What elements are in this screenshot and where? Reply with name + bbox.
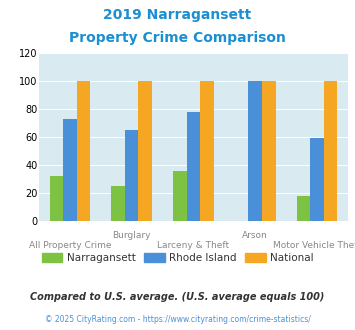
Bar (262, 81, 275, 221)
Text: All Property Crime: All Property Crime (29, 241, 111, 250)
Text: Motor Vehicle Theft: Motor Vehicle Theft (273, 241, 355, 250)
Bar (125, 130, 138, 221)
Text: Larceny & Theft: Larceny & Theft (157, 241, 230, 250)
Bar (138, 81, 152, 221)
Bar (310, 138, 324, 221)
Bar (324, 81, 337, 221)
Bar (173, 171, 187, 221)
Text: © 2025 CityRating.com - https://www.cityrating.com/crime-statistics/: © 2025 CityRating.com - https://www.city… (45, 315, 310, 324)
Text: Arson: Arson (242, 231, 268, 240)
Bar (187, 112, 200, 221)
Bar (248, 81, 262, 221)
Legend: Narragansett, Rhode Island, National: Narragansett, Rhode Island, National (38, 248, 317, 267)
Text: 2019 Narragansett: 2019 Narragansett (103, 8, 252, 22)
Bar (111, 186, 125, 221)
Text: Burglary: Burglary (113, 231, 151, 240)
Text: Property Crime Comparison: Property Crime Comparison (69, 31, 286, 45)
Text: Compared to U.S. average. (U.S. average equals 100): Compared to U.S. average. (U.S. average … (30, 292, 325, 302)
Bar (77, 81, 90, 221)
Bar (200, 81, 214, 221)
Bar (63, 119, 77, 221)
Bar (50, 176, 63, 221)
Bar (297, 196, 310, 221)
